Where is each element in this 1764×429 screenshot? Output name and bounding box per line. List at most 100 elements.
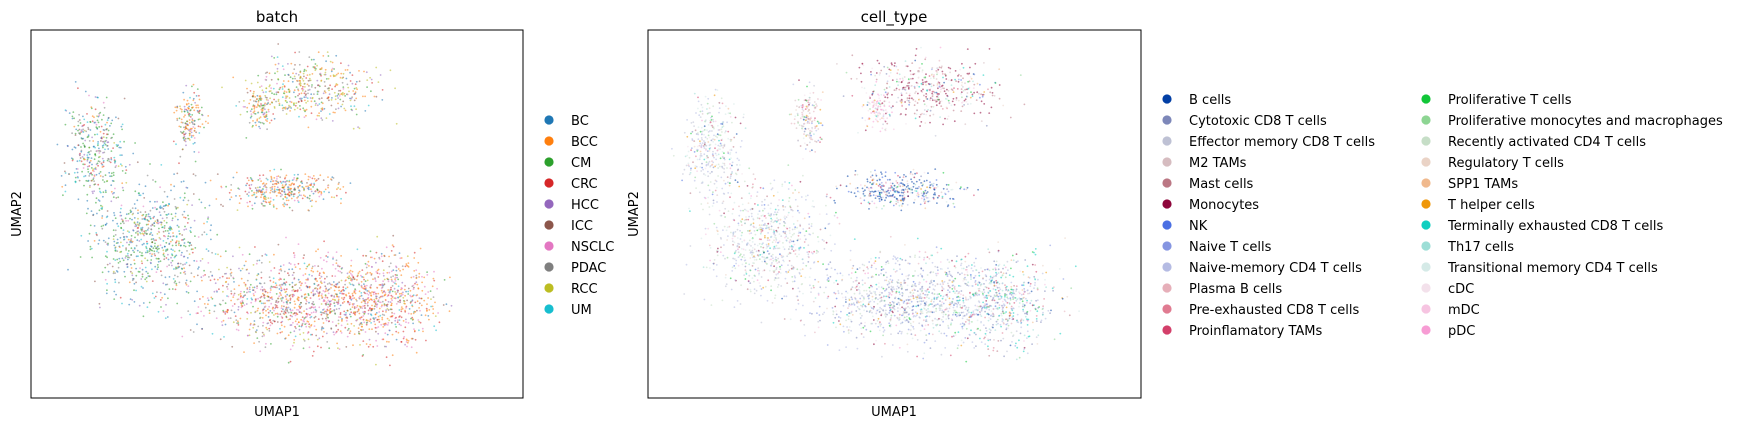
scatter-point bbox=[329, 60, 332, 63]
scatter-point bbox=[364, 331, 367, 333]
scatter-point bbox=[375, 339, 377, 342]
scatter-point bbox=[112, 133, 115, 136]
scatter-point bbox=[405, 307, 407, 309]
scatter-point bbox=[184, 125, 187, 128]
scatter-point bbox=[794, 226, 797, 229]
scatter-point bbox=[103, 142, 106, 145]
scatter-point bbox=[174, 268, 177, 270]
scatter-point bbox=[89, 248, 92, 251]
scatter-point bbox=[265, 115, 268, 117]
scatter-point bbox=[260, 261, 263, 264]
scatter-point bbox=[311, 73, 314, 75]
scatter-point bbox=[314, 265, 316, 267]
scatter-point bbox=[703, 298, 706, 301]
scatter-point bbox=[353, 307, 356, 310]
scatter-point bbox=[917, 304, 920, 307]
scatter-point bbox=[934, 317, 936, 320]
scatter-point bbox=[783, 295, 786, 298]
scatter-point bbox=[921, 312, 924, 315]
scatter-point bbox=[156, 250, 158, 253]
scatter-point bbox=[71, 117, 74, 120]
scatter-point bbox=[752, 222, 755, 225]
scatter-point bbox=[931, 333, 934, 336]
scatter-point bbox=[920, 290, 923, 293]
scatter-point bbox=[250, 82, 253, 85]
scatter-point bbox=[362, 254, 365, 257]
scatter-point bbox=[256, 287, 258, 290]
scatter-point bbox=[834, 305, 837, 308]
scatter-point bbox=[893, 305, 896, 308]
scatter-point bbox=[772, 259, 775, 262]
scatter-point bbox=[831, 307, 834, 309]
scatter-point bbox=[294, 51, 296, 54]
scatter-point bbox=[884, 313, 887, 316]
scatter-point bbox=[100, 207, 103, 210]
scatter-point bbox=[147, 275, 150, 277]
scatter-point bbox=[207, 250, 210, 252]
scatter-point bbox=[874, 260, 877, 263]
scatter-point bbox=[82, 131, 85, 134]
scatter-point bbox=[858, 293, 861, 295]
scatter-point bbox=[391, 299, 393, 302]
scatter-point bbox=[889, 304, 891, 307]
scatter-point bbox=[916, 355, 918, 358]
scatter-point bbox=[269, 289, 272, 291]
scatter-point bbox=[186, 250, 188, 252]
scatter-point bbox=[381, 260, 384, 263]
scatter-point bbox=[179, 107, 182, 110]
scatter-point bbox=[282, 203, 284, 206]
scatter-point bbox=[293, 91, 295, 94]
scatter-point bbox=[871, 311, 873, 314]
scatter-point bbox=[941, 281, 944, 284]
scatter-point bbox=[760, 224, 763, 227]
scatter-point bbox=[873, 300, 876, 303]
scatter-point bbox=[404, 326, 407, 329]
scatter-point bbox=[299, 82, 302, 85]
scatter-point bbox=[194, 174, 197, 177]
scatter-point bbox=[301, 316, 304, 318]
legend-label: ICC bbox=[571, 219, 593, 234]
scatter-point bbox=[144, 278, 147, 281]
scatter-point bbox=[327, 251, 330, 254]
scatter-point bbox=[207, 299, 210, 302]
scatter-point bbox=[83, 145, 86, 148]
scatter-point bbox=[365, 319, 368, 322]
scatter-point bbox=[862, 303, 865, 306]
scatter-point bbox=[332, 111, 335, 114]
scatter-point bbox=[150, 228, 153, 231]
scatter-point bbox=[858, 267, 861, 269]
scatter-point bbox=[416, 300, 419, 303]
scatter-point bbox=[112, 171, 115, 174]
scatter-point bbox=[217, 253, 219, 256]
scatter-point bbox=[146, 240, 148, 243]
scatter-point bbox=[248, 121, 251, 124]
scatter-point bbox=[885, 279, 888, 282]
scatter-point bbox=[96, 127, 98, 130]
scatter-point bbox=[251, 286, 254, 289]
scatter-point bbox=[179, 105, 181, 108]
scatter-point bbox=[164, 230, 167, 232]
scatter-point bbox=[288, 180, 291, 183]
scatter-point bbox=[359, 295, 361, 298]
scatter-point bbox=[364, 280, 367, 283]
scatter-point bbox=[898, 316, 901, 319]
scatter-point bbox=[276, 306, 279, 309]
legend-label: NSCLC bbox=[571, 240, 614, 255]
scatter-point bbox=[345, 312, 347, 314]
scatter-point bbox=[380, 289, 383, 292]
scatter-point bbox=[325, 260, 328, 263]
scatter-point bbox=[771, 241, 774, 244]
scatter-point bbox=[865, 289, 868, 292]
scatter-point bbox=[243, 100, 245, 102]
scatter-point bbox=[234, 315, 237, 317]
scatter-point bbox=[297, 173, 299, 176]
scatter-point bbox=[891, 281, 894, 284]
scatter-point bbox=[170, 213, 173, 216]
scatter-point bbox=[127, 258, 129, 261]
scatter-point bbox=[350, 105, 352, 108]
scatter-point bbox=[186, 203, 189, 206]
scatter-point bbox=[297, 195, 300, 198]
scatter-point bbox=[283, 288, 286, 291]
scatter-point bbox=[943, 280, 946, 283]
scatter-point bbox=[961, 322, 964, 325]
